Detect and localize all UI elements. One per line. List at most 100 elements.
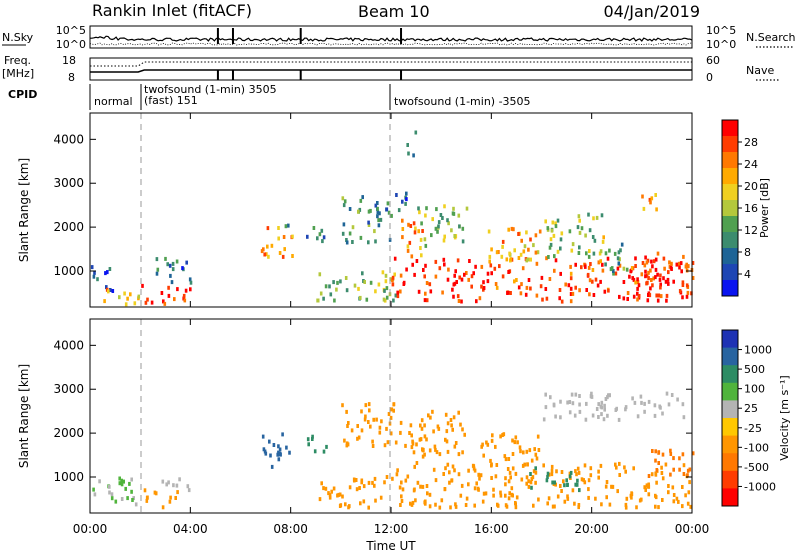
y-tick-label-0: 1000 xyxy=(53,264,84,278)
cell-0 xyxy=(98,479,101,484)
cell-6 xyxy=(369,424,372,429)
cell-7 xyxy=(542,463,545,468)
cell-3 xyxy=(270,464,274,469)
cell-10 xyxy=(409,224,413,228)
cell-7 xyxy=(577,505,580,510)
cell-9 xyxy=(681,295,684,300)
cell-15 xyxy=(645,281,648,286)
cell-9 xyxy=(513,279,516,284)
velocity-cb-label: Velocity [m s⁻¹] xyxy=(778,375,791,460)
cell-7 xyxy=(510,492,514,497)
cell-14 xyxy=(619,248,622,253)
noise-right-tick-top: 10^5 xyxy=(706,24,736,37)
cell-6 xyxy=(322,235,326,240)
cell-7 xyxy=(647,492,651,497)
cell-7 xyxy=(324,284,328,289)
cell-9 xyxy=(437,426,441,431)
cell-9 xyxy=(588,278,592,283)
cell-7 xyxy=(654,504,657,509)
cell-9 xyxy=(657,293,661,298)
freq-left-tick-top: 18 xyxy=(62,54,76,67)
cell-3 xyxy=(181,266,184,271)
cell-9 xyxy=(438,266,442,271)
cell-7 xyxy=(525,475,529,480)
cell-8 xyxy=(351,240,354,244)
power-heatmap xyxy=(90,130,695,307)
cell-9 xyxy=(428,282,432,287)
cell-8 xyxy=(367,223,371,227)
cell-9 xyxy=(506,291,509,295)
cell-11 xyxy=(570,392,574,397)
cell-11 xyxy=(647,399,651,404)
cell-7 xyxy=(688,480,691,485)
cell-11 xyxy=(446,218,449,223)
cell-10 xyxy=(401,235,404,240)
cell-11 xyxy=(658,404,661,409)
colorbar-swatch-8 xyxy=(722,248,738,265)
cell-12 xyxy=(526,257,530,262)
cell-1 xyxy=(145,498,149,503)
power-y-ticks: 1000 2000 3000 4000 xyxy=(53,132,692,278)
cell-10 xyxy=(494,444,497,449)
cell-7 xyxy=(404,478,408,483)
cell-7 xyxy=(611,484,615,489)
cell-9 xyxy=(519,291,523,296)
cell-9 xyxy=(423,298,427,303)
power-colorbar: 28 24 20 16 12 8 4 Power [dB] xyxy=(721,119,771,297)
cell-11 xyxy=(600,412,603,417)
cell-11 xyxy=(544,405,548,410)
cell-5 xyxy=(327,491,330,496)
cell-9 xyxy=(574,262,577,267)
cell-9 xyxy=(524,292,528,297)
cell-9 xyxy=(685,294,689,299)
cell-11 xyxy=(552,402,556,407)
cell-12 xyxy=(534,250,538,255)
y-tick-label-0: 1000 xyxy=(53,470,84,484)
cell-4 xyxy=(325,444,328,449)
x-tick-label-1: 04:00 xyxy=(173,522,208,536)
cell-12 xyxy=(529,257,532,262)
cell-9 xyxy=(391,282,395,287)
cell-10 xyxy=(511,438,514,443)
cell-4 xyxy=(278,251,282,255)
cell-9 xyxy=(659,294,663,299)
cell-6 xyxy=(316,236,319,241)
cell-11 xyxy=(436,229,439,234)
cell-9 xyxy=(480,284,483,289)
cell-13 xyxy=(682,472,686,476)
cell-10 xyxy=(482,453,485,458)
cell-6 xyxy=(372,417,375,422)
cell-15 xyxy=(662,256,666,261)
cell-9 xyxy=(525,285,529,290)
cell-9 xyxy=(461,450,464,455)
cell-7 xyxy=(444,466,447,471)
cell-6 xyxy=(357,435,361,440)
cell-9 xyxy=(569,292,573,296)
colorbar-swatch-8 xyxy=(722,470,738,489)
cell-7 xyxy=(384,273,388,278)
colorbar-tick-label-6: -500 xyxy=(744,461,769,474)
cell-9 xyxy=(564,282,567,287)
cell-7 xyxy=(494,474,498,479)
cell-0 xyxy=(106,270,109,275)
noise-right-tick-bottom: 10^0 xyxy=(706,38,736,51)
cell-9 xyxy=(553,268,556,273)
cell-2 xyxy=(183,298,187,303)
cell-9 xyxy=(646,298,650,303)
cell-7 xyxy=(318,272,322,277)
cell-7 xyxy=(677,499,680,504)
cell-7 xyxy=(369,280,373,285)
cell-4 xyxy=(277,226,280,230)
cell-0 xyxy=(93,492,97,497)
cell-6 xyxy=(385,426,388,431)
cell-0 xyxy=(122,479,125,484)
cell-5 xyxy=(341,494,344,499)
cell-15 xyxy=(682,254,685,259)
cell-9 xyxy=(606,256,610,261)
cell-16 xyxy=(642,206,646,211)
cell-9 xyxy=(419,437,423,442)
cell-7 xyxy=(345,288,349,293)
cell-14 xyxy=(625,267,629,272)
cell-11 xyxy=(418,210,421,215)
cell-7 xyxy=(339,279,342,284)
